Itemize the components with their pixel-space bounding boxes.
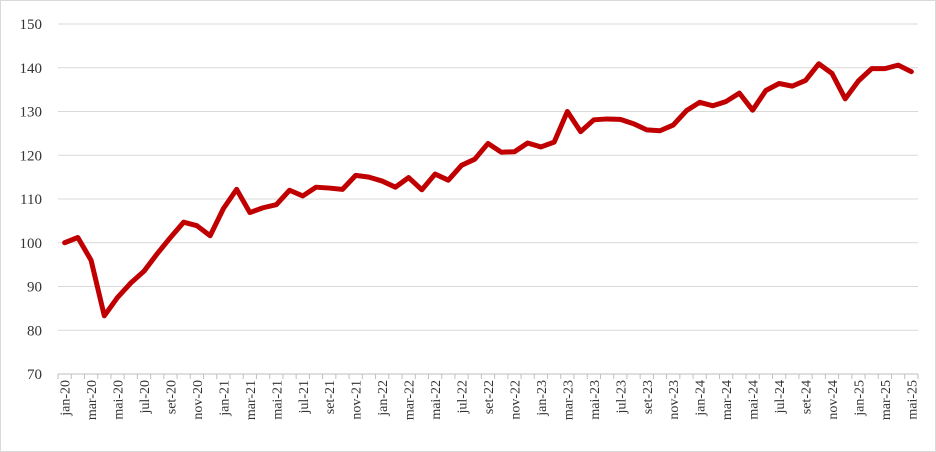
y-axis-ticks: 70 80 90 100 110 120 130 140 150 bbox=[20, 17, 43, 383]
y-tick-label: 110 bbox=[20, 192, 42, 208]
y-tick-label: 80 bbox=[27, 323, 42, 339]
x-tick-label: nov-20 bbox=[191, 380, 206, 420]
x-tick-label: jan-20 bbox=[59, 380, 74, 417]
gridlines bbox=[58, 23, 918, 331]
y-tick-label: 150 bbox=[20, 17, 43, 33]
x-tick-label: set-23 bbox=[641, 380, 656, 414]
x-tick-label: mar-23 bbox=[561, 380, 576, 420]
x-tick-label: nov-22 bbox=[508, 380, 523, 420]
x-tick-label: mai-20 bbox=[112, 380, 127, 420]
x-tick-label: mar-22 bbox=[403, 380, 418, 420]
x-tick-label: jul-20 bbox=[138, 380, 153, 414]
x-tick-label: jan-25 bbox=[852, 380, 867, 417]
y-tick-label: 100 bbox=[20, 236, 43, 252]
x-tick-label: jul-21 bbox=[297, 380, 312, 414]
y-tick-label: 70 bbox=[27, 367, 42, 383]
x-tick-label: mai-25 bbox=[905, 380, 920, 420]
series-layer bbox=[62, 61, 914, 319]
x-tick-label: jul-23 bbox=[614, 380, 629, 414]
x-tick-label: jan-24 bbox=[694, 380, 709, 417]
x-tick-label: jul-24 bbox=[773, 380, 788, 414]
x-tick-label: mar-20 bbox=[85, 380, 100, 420]
y-tick-label: 90 bbox=[27, 280, 42, 296]
x-tick-label: set-20 bbox=[164, 380, 179, 414]
x-tick-label: jan-22 bbox=[376, 380, 391, 417]
x-tick-label: mar-25 bbox=[879, 380, 894, 420]
x-tick-label: mai-23 bbox=[588, 380, 603, 420]
x-tick-label: mai-21 bbox=[270, 380, 285, 420]
x-tick-label: mai-22 bbox=[429, 380, 444, 420]
x-tick-label: set-22 bbox=[482, 380, 497, 414]
x-tick-label: jan-23 bbox=[535, 380, 550, 417]
x-tick-label: nov-21 bbox=[350, 380, 365, 420]
x-tick-label: nov-24 bbox=[826, 380, 841, 420]
series-line bbox=[62, 61, 914, 319]
y-tick-label: 120 bbox=[20, 148, 43, 164]
x-tick-label: mai-24 bbox=[747, 380, 762, 420]
y-tick-label: 130 bbox=[20, 105, 43, 121]
x-tick-label: mar-24 bbox=[720, 380, 735, 420]
y-tick-label: 140 bbox=[20, 61, 43, 77]
x-tick-label: set-21 bbox=[323, 380, 338, 414]
x-tick-label: jan-21 bbox=[217, 380, 232, 417]
x-tick-label: nov-23 bbox=[667, 380, 682, 420]
x-tick-label: mar-21 bbox=[244, 380, 259, 420]
x-tick-label: set-24 bbox=[800, 380, 815, 414]
x-axis-ticks: jan-20 mar-20 mai-20 jul-20 set-20 nov-20 jan-… bbox=[57, 374, 920, 420]
x-tick-label: jul-22 bbox=[456, 380, 471, 414]
